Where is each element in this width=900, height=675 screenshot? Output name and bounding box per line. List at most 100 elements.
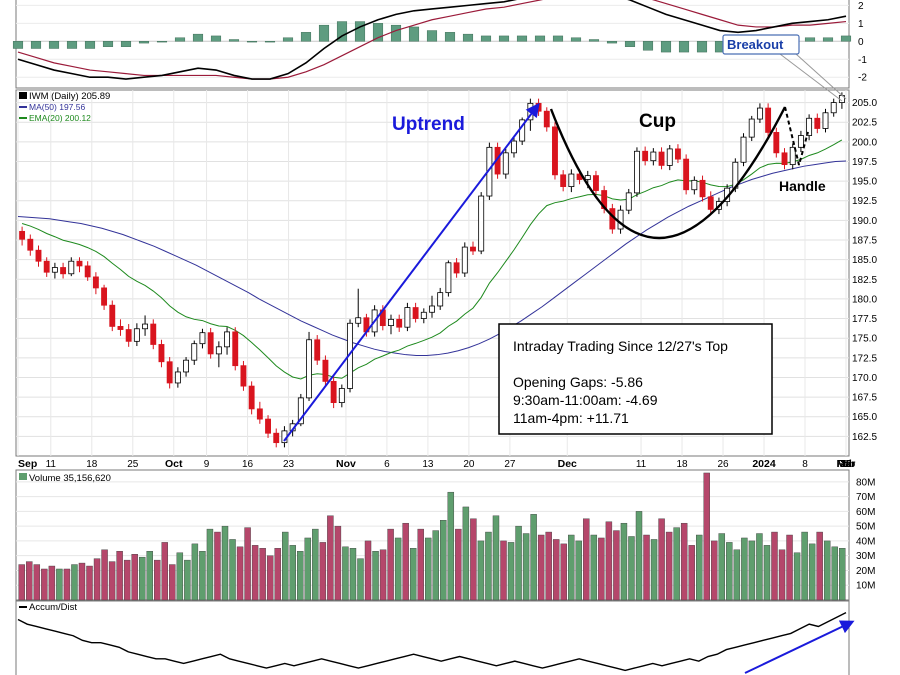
macd-hist-bar	[822, 37, 834, 42]
volume-bar	[334, 525, 342, 601]
volume-panel: 80M 70M 60M 50M 40M 30M 20M 10M Volume 35,156,6…	[15, 469, 875, 601]
accum-trend-arrow	[744, 620, 855, 674]
infobox-title: Intraday Trading Since 12/27's Top	[513, 338, 728, 354]
volume-bar	[116, 551, 123, 601]
macd-hist-bar	[588, 39, 600, 42]
macd-hist-bar	[48, 41, 60, 49]
volume-bar	[56, 568, 63, 601]
volume-bar	[575, 540, 582, 601]
candle-body	[707, 196, 714, 210]
candle-body	[27, 238, 34, 251]
price-tick-label: 195.0	[852, 177, 877, 188]
volume-bar	[48, 565, 56, 601]
date-tick-label: 16	[242, 459, 254, 470]
volume-bar	[259, 548, 266, 601]
volume-bar	[402, 522, 409, 601]
macd-hist-bar	[624, 41, 636, 47]
date-tick-label: Mar	[837, 458, 856, 470]
volume-tick-label: 30M	[856, 551, 875, 562]
volume-bar	[831, 546, 838, 601]
volume-bar	[462, 506, 470, 601]
candle-body	[60, 267, 67, 275]
volume-bar	[771, 531, 778, 601]
date-tick-label: 2024	[752, 458, 776, 470]
volume-bar	[274, 548, 281, 601]
volume-bar	[342, 546, 349, 601]
infobox-frame	[498, 323, 773, 435]
macd-hist-bar	[534, 35, 546, 42]
date-tick-label: 12	[840, 459, 852, 470]
volume-tick-label: 60M	[856, 507, 875, 518]
volume-bar	[537, 534, 545, 601]
volume-bar	[244, 527, 251, 601]
candle-body	[691, 179, 698, 191]
volume-bar	[266, 555, 274, 601]
price-tick-label: 202.5	[852, 118, 877, 129]
price-legend: IWM (Daily) 205.89 MA(50) 197.56 EMA(20)…	[19, 91, 110, 123]
volume-bar	[86, 565, 93, 601]
date-tick-label: 29	[840, 459, 852, 470]
volume-bar	[447, 491, 455, 601]
volume-bar	[808, 543, 816, 601]
candle-body	[740, 136, 747, 163]
date-tick-label: 5	[843, 459, 849, 470]
volume-bar	[613, 530, 620, 601]
candle-body	[35, 249, 42, 262]
candle-body	[461, 246, 468, 274]
candle-body	[617, 209, 624, 230]
date-tick-label: 8	[802, 459, 808, 470]
date-tick-label: Dec	[558, 458, 577, 470]
volume-bar	[741, 537, 748, 601]
infobox: Intraday Trading Since 12/27's Top Openi…	[498, 323, 773, 435]
volume-bar	[425, 537, 432, 601]
price-tick-label: 170.0	[852, 373, 877, 384]
volume-grid	[16, 481, 849, 586]
volume-bar	[816, 531, 823, 601]
volume-bar	[507, 542, 515, 601]
volume-bar	[221, 525, 229, 601]
date-tick-label: 27	[504, 459, 516, 470]
macd-hist-bar	[336, 21, 348, 42]
volume-bar	[522, 533, 530, 601]
candle-body	[101, 287, 108, 306]
volume-bar	[131, 554, 138, 601]
legend-title: IWM (Daily) 205.89	[29, 91, 110, 102]
candle-body	[51, 267, 58, 273]
volume-bar	[18, 564, 25, 601]
volume-bar	[711, 540, 718, 601]
macd-tick-label: 0	[858, 37, 864, 48]
cup-annotation: Cup	[549, 106, 787, 240]
volume-bar	[327, 515, 334, 601]
macd-hist-bar	[804, 37, 816, 42]
candle-body	[183, 359, 190, 373]
candle-body	[789, 146, 796, 166]
candle-body	[781, 152, 788, 166]
volume-bar	[688, 545, 695, 601]
candle-body	[109, 304, 116, 327]
volume-bar	[665, 531, 673, 601]
volume-bar	[756, 533, 763, 601]
volume-bar	[409, 548, 417, 601]
date-tick-label: 23	[283, 459, 295, 470]
candle-body	[174, 371, 181, 384]
macd-hist-bar	[66, 41, 78, 49]
volume-bar	[236, 546, 244, 601]
macd-panel: 2 1 0 -1 -2	[12, 0, 867, 89]
cup-curve	[549, 106, 787, 240]
price-tick-label: 192.5	[852, 196, 877, 207]
volume-bar	[778, 549, 786, 601]
infobox-line-3: 11am-4pm: +11.71	[513, 410, 629, 426]
volume-bar	[477, 540, 485, 601]
breakout-pointer-1	[779, 53, 843, 102]
volume-bar	[492, 515, 500, 601]
price-tick-label: 200.0	[852, 137, 877, 148]
volume-bar	[387, 528, 394, 601]
macd-y-axis: 2 1 0 -1 -2	[858, 1, 867, 84]
volume-y-axis: 80M 70M 60M 50M 40M 30M 20M 10M	[856, 477, 875, 591]
candle-body	[420, 311, 427, 319]
macd-hist-bar	[246, 41, 258, 43]
volume-bar	[297, 551, 304, 601]
breakout-pointer-2	[795, 53, 847, 100]
volume-tick-label: 40M	[856, 536, 875, 547]
